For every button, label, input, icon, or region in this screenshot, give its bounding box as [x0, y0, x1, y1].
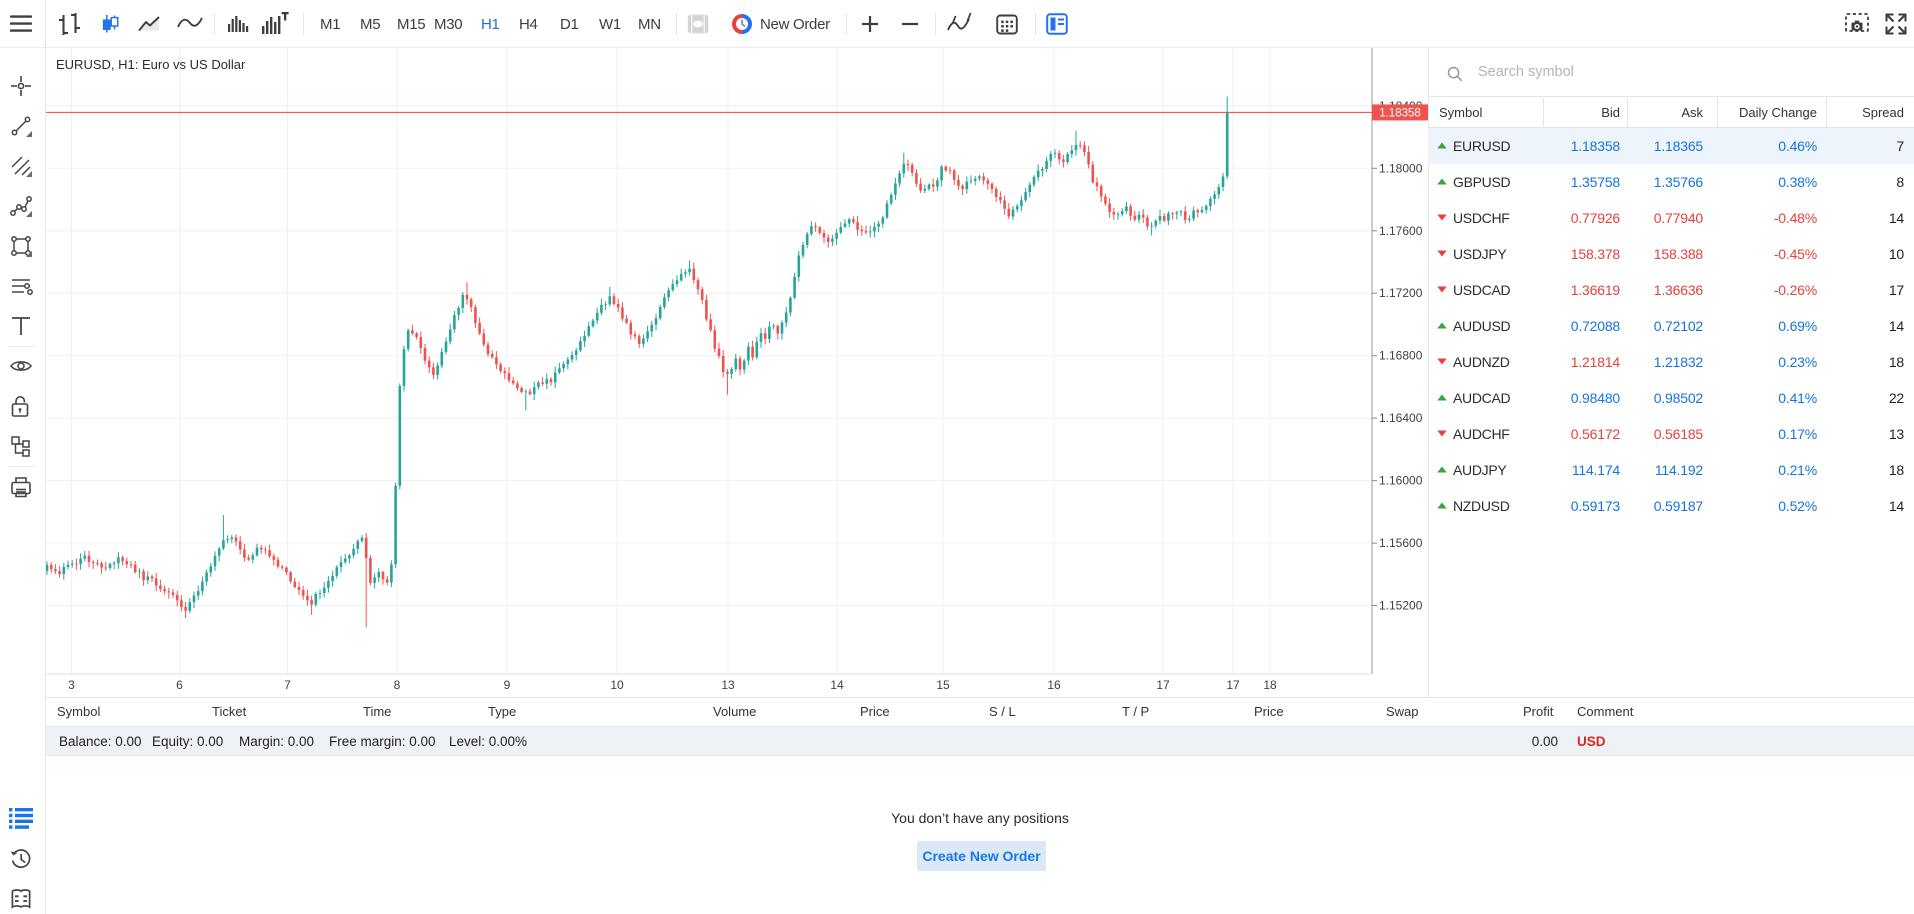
svg-text:3: 3 [68, 678, 75, 692]
svg-text:15: 15 [936, 678, 950, 692]
svg-text:EURUSD, H1: Euro vs US Dollar: EURUSD, H1: Euro vs US Dollar [56, 57, 246, 72]
svg-text:9: 9 [504, 678, 511, 692]
svg-text:7: 7 [284, 678, 291, 692]
svg-text:1.17200: 1.17200 [1379, 286, 1423, 300]
svg-text:1.17600: 1.17600 [1379, 224, 1423, 238]
svg-text:14: 14 [830, 678, 844, 692]
svg-text:1.18000: 1.18000 [1379, 161, 1423, 175]
svg-text:17: 17 [1156, 678, 1170, 692]
svg-text:18: 18 [1263, 678, 1277, 692]
svg-text:1.15600: 1.15600 [1379, 536, 1423, 550]
svg-text:8: 8 [394, 678, 401, 692]
svg-text:1.16400: 1.16400 [1379, 411, 1423, 425]
svg-text:1.15200: 1.15200 [1379, 599, 1423, 613]
svg-text:16: 16 [1047, 678, 1061, 692]
svg-text:6: 6 [176, 678, 183, 692]
svg-text:1.16800: 1.16800 [1379, 349, 1423, 363]
svg-text:10: 10 [610, 678, 624, 692]
svg-text:13: 13 [721, 678, 735, 692]
svg-text:17: 17 [1226, 678, 1240, 692]
svg-text:1.18358: 1.18358 [1379, 107, 1421, 119]
svg-text:1.16000: 1.16000 [1379, 474, 1423, 488]
